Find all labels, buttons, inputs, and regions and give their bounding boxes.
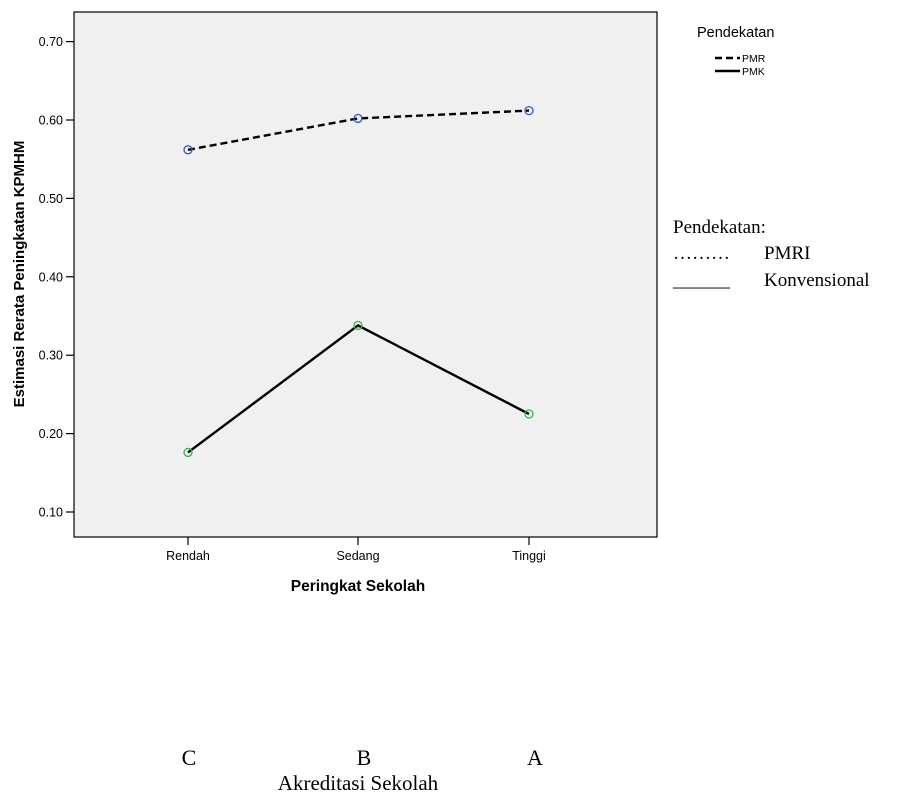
point-pmr-0 (183, 145, 193, 155)
annotation-legend: Pendekatan: ……… PMRI ______ Konvensional (672, 217, 870, 291)
annotation-symbol-solid: ______ (672, 270, 731, 291)
x-axis-label: Peringkat Sekolah (291, 578, 425, 595)
point-pmk-1 (353, 320, 363, 331)
x-tick-label-0: Rendah (166, 549, 210, 563)
accreditation-label-c: C (182, 745, 197, 770)
point-pmk-0 (183, 447, 193, 458)
legend-title: Pendekatan (697, 25, 774, 41)
annotation-symbol-dotted: ……… (673, 243, 730, 264)
y-tick-label-0: 0.10 (39, 506, 63, 520)
point-pmr-2 (524, 105, 534, 116)
y-tick-label-5: 0.60 (39, 114, 63, 128)
x-tick-label-2: Tinggi (512, 549, 546, 563)
series-line-pmk (187, 323, 530, 454)
legend-label-pmr: PMR (742, 53, 766, 65)
accreditation-label-b: B (357, 745, 372, 770)
annotation-legend-title: Pendekatan: (673, 217, 766, 238)
accreditation-title: Akreditasi Sekolah (278, 771, 439, 795)
x-tick-label-1: Sedang (336, 549, 379, 563)
annotation-label-pmri: PMRI (764, 243, 810, 264)
point-pmk-2 (524, 409, 534, 419)
y-tick-label-4: 0.50 (39, 192, 63, 206)
y-tick-label-2: 0.30 (39, 349, 63, 363)
accreditation: C B A Akreditasi Sekolah (182, 745, 543, 795)
legend-label-pmk: PMK (742, 66, 765, 78)
point-pmr-1 (353, 113, 363, 124)
annotation-label-konvensional: Konvensional (764, 270, 870, 291)
series-line-pmr (187, 109, 530, 151)
accreditation-label-a: A (527, 745, 543, 770)
y-axis: 0.10 0.20 0.30 0.40 0.50 0.60 0.70 (39, 35, 74, 520)
y-tick-label-3: 0.40 (39, 270, 63, 284)
series-layer (183, 105, 534, 458)
x-axis: Rendah Sedang Tinggi (166, 537, 546, 563)
plot-area (73, 11, 658, 538)
y-tick-label-1: 0.20 (39, 427, 63, 441)
y-tick-label-6: 0.70 (39, 35, 63, 49)
y-axis-label: Estimasi Rerata Peningkatan KPMHM (11, 141, 28, 408)
